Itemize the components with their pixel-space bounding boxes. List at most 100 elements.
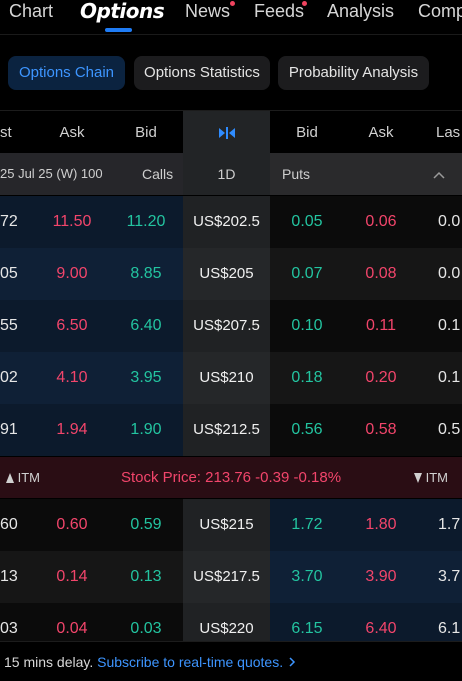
table-row[interactable]: 55 6.50 6.40 US$207.5 0.10 0.11 0.1 (0, 300, 462, 352)
header-calls-bid[interactable]: Bid (135, 124, 157, 141)
call-ask: 0.04 (56, 620, 88, 637)
table-row[interactable]: 03 0.04 0.03 US$220 6.15 6.40 6.1 (0, 603, 462, 641)
tab-analysis[interactable]: Analysis (327, 1, 395, 21)
call-ask: 9.00 (56, 265, 88, 282)
tab-chart[interactable]: Chart (9, 1, 54, 21)
chevron-up-icon[interactable] (432, 153, 446, 195)
strike-price: US$220 (199, 620, 254, 637)
strike-price: US$205 (199, 265, 254, 282)
table-row[interactable]: 05 9.00 8.85 US$205 0.07 0.08 0.0 (0, 248, 462, 300)
call-bid: 8.85 (130, 265, 162, 282)
table-row[interactable]: 91 1.94 1.90 US$212.5 0.56 0.58 0.5 (0, 404, 462, 456)
news-notification-dot (230, 1, 235, 6)
header-puts-bid[interactable]: Bid (296, 124, 318, 141)
strike-price: US$202.5 (193, 213, 260, 230)
stock-price-bar: ITM Stock Price: 213.76 -0.39 -0.18% ITM (0, 457, 462, 498)
call-bid: 1.90 (130, 421, 162, 438)
call-bid: 6.40 (130, 317, 162, 334)
column-header: st Ask Bid Bid Ask Las (0, 110, 462, 154)
put-last: 0.5 (438, 421, 461, 438)
call-last: 72 (0, 213, 18, 230)
nav-divider (0, 34, 462, 35)
subtab-probability-analysis[interactable]: Probability Analysis (278, 56, 429, 90)
call-ask: 1.94 (56, 421, 88, 438)
header-puts-last[interactable]: Las (436, 124, 461, 141)
put-bid: 0.18 (291, 369, 323, 386)
feeds-notification-dot (302, 1, 307, 6)
tab-feeds[interactable]: Feeds (254, 1, 305, 21)
header-calls-ask[interactable]: Ask (59, 124, 85, 141)
call-last: 13 (0, 568, 18, 585)
put-last: 6.1 (438, 620, 461, 637)
subtab-options-chain[interactable]: Options Chain (8, 56, 125, 90)
call-ask: 0.60 (56, 516, 88, 533)
call-last: 03 (0, 620, 18, 637)
put-ask: 3.90 (365, 568, 397, 585)
put-bid: 0.56 (291, 421, 323, 438)
delay-footer: 15 mins delay. Subscribe to real-time qu… (0, 641, 462, 681)
subscribe-link[interactable]: Subscribe to real-time quotes. (97, 654, 284, 670)
strike-price: US$212.5 (193, 421, 260, 438)
call-bid: 11.20 (126, 213, 166, 230)
tab-options[interactable]: Options (80, 0, 165, 23)
put-last: 0.0 (438, 213, 461, 230)
calls-label: Calls (142, 166, 174, 182)
strike-price: US$207.5 (193, 317, 260, 334)
call-bid: 0.13 (130, 568, 162, 585)
call-bid: 0.03 (130, 620, 162, 637)
put-ask: 0.20 (365, 369, 397, 386)
subtab-options-statistics[interactable]: Options Statistics (134, 56, 270, 90)
arrow-down-icon (414, 473, 422, 483)
put-ask: 0.06 (365, 213, 397, 230)
call-last: 60 (0, 516, 18, 533)
table-row[interactable]: 60 0.60 0.59 US$215 1.72 1.80 1.7 (0, 499, 462, 551)
collapse-arrows-icon[interactable] (183, 111, 270, 154)
strike-price: US$215 (199, 516, 254, 533)
put-ask: 0.11 (366, 317, 396, 334)
put-ask: 1.80 (365, 516, 397, 533)
put-ask: 6.40 (365, 620, 397, 637)
call-bid: 3.95 (130, 369, 162, 386)
delay-text: 15 mins delay. (4, 654, 94, 670)
call-last: 05 (0, 265, 18, 282)
call-last: 55 (0, 317, 18, 334)
table-row[interactable]: 02 4.10 3.95 US$210 0.18 0.20 0.1 (0, 352, 462, 404)
put-bid: 0.05 (291, 213, 323, 230)
period-selector[interactable]: 1D (217, 166, 236, 182)
expiry-row[interactable]: 25 Jul 25 (W) 100 Calls 1D Puts (0, 153, 462, 195)
put-ask: 0.08 (365, 265, 397, 282)
put-bid: 3.70 (291, 568, 323, 585)
put-last: 0.1 (438, 369, 461, 386)
call-last: 91 (0, 421, 18, 438)
chevron-right-icon[interactable] (287, 656, 297, 668)
put-ask: 0.58 (365, 421, 397, 438)
put-last: 3.7 (438, 568, 461, 585)
puts-label: Puts (282, 166, 311, 182)
expiry-date: 25 Jul 25 (W) 100 (0, 166, 103, 181)
put-last: 1.7 (438, 516, 461, 533)
puts-itm-label: ITM (414, 457, 448, 498)
put-bid: 6.15 (291, 620, 323, 637)
table-row[interactable]: 13 0.14 0.13 US$217.5 3.70 3.90 3.7 (0, 551, 462, 603)
call-ask: 4.10 (56, 369, 88, 386)
strike-price: US$210 (199, 369, 254, 386)
calls-itm-label: ITM (6, 457, 40, 498)
header-puts-ask[interactable]: Ask (368, 124, 394, 141)
subtabs: Options Chain Options Statistics Probabi… (0, 56, 462, 92)
strike-price: US$217.5 (193, 568, 260, 585)
put-last: 0.1 (438, 317, 461, 334)
table-row[interactable]: 72 11.50 11.20 US$202.5 0.05 0.06 0.0 (0, 196, 462, 248)
put-last: 0.0 (438, 265, 461, 282)
header-calls-last[interactable]: st (0, 124, 12, 141)
tab-comp[interactable]: Comp (418, 1, 462, 21)
put-bid: 0.10 (291, 317, 323, 334)
call-ask: 0.14 (56, 568, 88, 585)
put-bid: 1.72 (291, 516, 323, 533)
call-ask: 11.50 (52, 213, 92, 230)
stock-price-text: Stock Price: 213.76 -0.39 -0.18% (120, 469, 342, 486)
put-bid: 0.07 (291, 265, 323, 282)
active-tab-indicator (105, 28, 132, 32)
tab-news[interactable]: News (185, 1, 231, 21)
call-bid: 0.59 (130, 516, 162, 533)
call-ask: 6.50 (56, 317, 88, 334)
